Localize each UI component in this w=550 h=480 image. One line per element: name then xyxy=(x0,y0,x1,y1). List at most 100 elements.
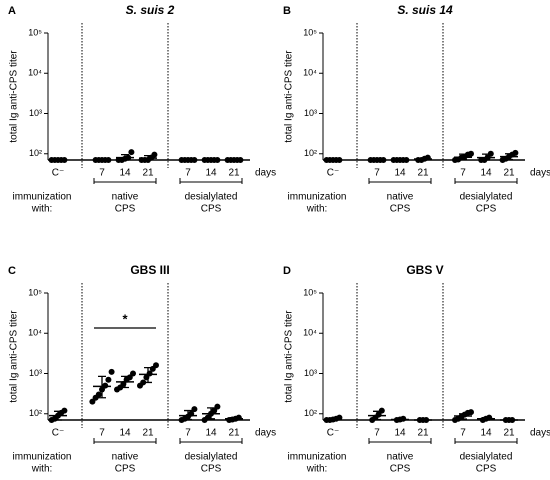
x-tick-label: 21 xyxy=(228,168,240,179)
group-label: desialylated xyxy=(460,452,513,463)
panel: A S. suis 2 total Ig anti-CPS titer 10² 10³ 1… xyxy=(8,3,276,214)
group-label: native xyxy=(387,452,414,463)
panel: D GBS V total Ig anti-CPS titer 10² 10³ 10⁴ 10… xyxy=(283,263,550,474)
group-label: native xyxy=(387,192,414,203)
data-point xyxy=(378,407,385,414)
y-tick-label: 10² xyxy=(29,408,42,418)
x-unit: days xyxy=(530,168,550,179)
group-bracket xyxy=(93,438,157,444)
data-point xyxy=(214,403,221,410)
significance-label: * xyxy=(122,311,128,326)
x-tick-label: 21 xyxy=(417,428,429,439)
data-point xyxy=(487,150,494,157)
y-axis-label: total Ig anti-CPS titer xyxy=(284,50,295,143)
x-unit: days xyxy=(255,428,276,439)
row-label: with: xyxy=(306,464,328,475)
panel: C GBS III total Ig anti-CPS titer 10² 10³ 10⁴… xyxy=(8,263,276,474)
data-point xyxy=(151,151,158,158)
y-tick-label: 10⁵ xyxy=(28,27,42,37)
x-tick-label: 14 xyxy=(205,428,217,439)
y-axis-label: total Ig anti-CPS titer xyxy=(9,310,20,403)
x-tick-label: 7 xyxy=(374,168,380,179)
group-label: CPS xyxy=(115,204,136,215)
x-tick-label: 14 xyxy=(119,428,131,439)
row-label: immunization xyxy=(13,452,72,463)
x-tick-label: 14 xyxy=(205,168,217,179)
x-tick-label: C⁻ xyxy=(52,168,65,179)
data-point xyxy=(105,376,112,383)
x-tick-label: 7 xyxy=(99,168,105,179)
y-tick-label: 10⁴ xyxy=(303,328,317,338)
panel-letter: D xyxy=(283,265,291,277)
data-point xyxy=(153,362,159,369)
x-tick-label: C⁻ xyxy=(52,428,65,439)
group-bracket xyxy=(179,178,243,184)
group-label: desialylated xyxy=(185,452,238,463)
y-tick-label: 10³ xyxy=(29,108,42,118)
group-label: desialylated xyxy=(185,192,238,203)
y-tick-label: 10² xyxy=(304,408,317,418)
group-label: CPS xyxy=(476,464,497,475)
group-label: CPS xyxy=(476,204,497,215)
panel-letter: A xyxy=(8,5,16,17)
x-tick-label: 7 xyxy=(374,428,380,439)
x-tick-label: 7 xyxy=(185,428,191,439)
y-axis-label: total Ig anti-CPS titer xyxy=(9,50,20,143)
x-tick-label: 21 xyxy=(142,428,154,439)
group-label: CPS xyxy=(201,464,222,475)
panel: B S. suis 14 total Ig anti-CPS titer 10² 10³… xyxy=(283,3,550,214)
x-tick-label: 21 xyxy=(503,428,515,439)
panel-title: GBS V xyxy=(406,263,443,277)
row-label: immunization xyxy=(288,452,347,463)
x-tick-label: 14 xyxy=(394,428,406,439)
group-bracket xyxy=(454,178,518,184)
x-tick-label: 14 xyxy=(480,428,492,439)
group-label: CPS xyxy=(390,204,411,215)
y-tick-label: 10³ xyxy=(304,368,317,378)
data-point xyxy=(140,379,147,386)
y-tick-label: 10⁵ xyxy=(28,287,42,297)
x-unit: days xyxy=(530,428,550,439)
group-label: CPS xyxy=(201,204,222,215)
x-tick-label: 21 xyxy=(417,168,429,179)
data-point xyxy=(128,149,135,156)
y-tick-label: 10⁴ xyxy=(28,68,42,78)
x-tick-label: 14 xyxy=(119,168,131,179)
data-point xyxy=(468,409,474,416)
data-point xyxy=(108,368,115,375)
data-point xyxy=(468,150,474,157)
x-unit: days xyxy=(255,168,276,179)
y-tick-label: 10⁴ xyxy=(303,68,317,78)
group-label: CPS xyxy=(390,464,411,475)
group-bracket xyxy=(368,438,432,444)
group-bracket xyxy=(454,438,518,444)
y-tick-label: 10⁵ xyxy=(303,287,317,297)
x-tick-label: 7 xyxy=(99,428,105,439)
x-tick-label: 21 xyxy=(142,168,154,179)
x-tick-label: 21 xyxy=(228,428,240,439)
row-label: with: xyxy=(31,204,53,215)
data-point xyxy=(95,391,102,398)
data-point xyxy=(512,149,519,156)
y-tick-label: 10⁴ xyxy=(28,328,42,338)
panel-title: GBS III xyxy=(130,263,169,277)
panel-title: S. suis 2 xyxy=(126,3,175,17)
y-tick-label: 10³ xyxy=(29,368,42,378)
group-label: desialylated xyxy=(460,192,513,203)
x-tick-label: 7 xyxy=(185,168,191,179)
y-axis-label: total Ig anti-CPS titer xyxy=(284,310,295,403)
row-label: with: xyxy=(31,464,53,475)
panel-letter: C xyxy=(8,265,16,277)
x-tick-label: 14 xyxy=(394,168,406,179)
group-label: native xyxy=(112,452,139,463)
y-tick-label: 10² xyxy=(29,148,42,158)
x-tick-label: C⁻ xyxy=(327,428,340,439)
y-tick-label: 10³ xyxy=(304,108,317,118)
group-label: native xyxy=(112,192,139,203)
group-bracket xyxy=(368,178,432,184)
row-label: with: xyxy=(306,204,328,215)
data-point xyxy=(130,370,136,377)
panel-title: S. suis 14 xyxy=(397,3,453,17)
panel-letter: B xyxy=(283,5,291,17)
x-tick-label: 21 xyxy=(503,168,515,179)
